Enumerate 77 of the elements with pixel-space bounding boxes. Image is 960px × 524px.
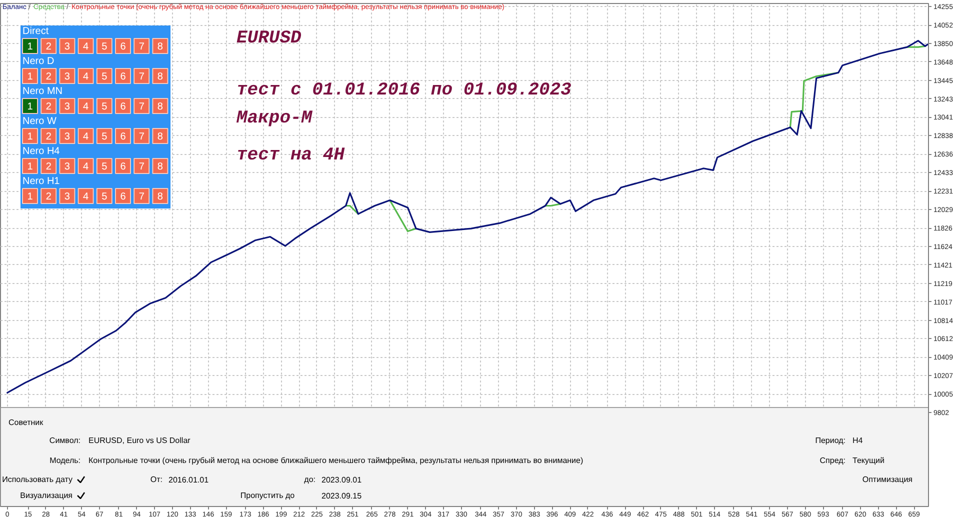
annotation: Символ: bbox=[49, 436, 81, 445]
annotation: 8 bbox=[157, 132, 164, 142]
annotation: до: bbox=[304, 475, 316, 484]
annotation: Макро-М bbox=[236, 108, 314, 128]
annotation: Период: bbox=[815, 436, 846, 445]
annotation: 1 bbox=[27, 42, 34, 52]
annotation: 2016.01.01 bbox=[168, 476, 210, 484]
annotation: 6 bbox=[120, 102, 126, 112]
annotation: 2023.09.01 bbox=[322, 476, 362, 484]
annotation: 6 bbox=[120, 132, 126, 142]
annotation: Direct bbox=[22, 26, 49, 37]
annotation: 5 bbox=[102, 42, 108, 52]
annotation: 7 bbox=[138, 162, 145, 172]
annotation: 7 bbox=[138, 72, 145, 82]
annotation: Модель: bbox=[50, 456, 80, 465]
annotation: 8 bbox=[157, 102, 164, 112]
annotation: 4 bbox=[83, 72, 90, 82]
annotation: 3 bbox=[64, 162, 70, 172]
annotation: 4 bbox=[83, 162, 90, 172]
annotation: Nero H4 bbox=[22, 146, 60, 157]
annotation: 7 bbox=[138, 102, 145, 112]
annotation: Использовать дату bbox=[2, 475, 73, 484]
annotation: Контрольные точки (очень грубый метод на основе ближайшего меньшего таймфрейма, результаты нельзя принимать во внимание) bbox=[88, 456, 584, 465]
annotation: 3 bbox=[64, 102, 70, 112]
annotation: 6 bbox=[120, 42, 126, 52]
annotation: 3 bbox=[64, 72, 70, 82]
annotation: 1 bbox=[27, 162, 34, 172]
annotation: 2 bbox=[46, 72, 52, 82]
annotation: 3 bbox=[64, 42, 70, 52]
annotation: 8 bbox=[157, 72, 164, 82]
annotation: 6 bbox=[120, 192, 126, 202]
annotation: Nero D bbox=[22, 56, 54, 67]
annotation: EURUSD bbox=[236, 28, 302, 48]
annotation: 5 bbox=[102, 102, 108, 112]
annotation: 5 bbox=[102, 192, 108, 202]
annotation: От: bbox=[150, 475, 162, 484]
annotation: 6 bbox=[120, 162, 126, 172]
annotation: 7 bbox=[138, 192, 145, 202]
annotation: Пропустить до bbox=[240, 491, 296, 500]
annotation: Визуализация bbox=[20, 491, 73, 500]
annotation: 8 bbox=[157, 192, 164, 202]
annotation: Текущий bbox=[852, 456, 884, 465]
annotation: 4 bbox=[83, 42, 90, 52]
annotation: 2 bbox=[46, 102, 52, 112]
annotation: 3 bbox=[64, 192, 70, 202]
annotation: 2 bbox=[46, 42, 52, 52]
annotation: 4 bbox=[83, 102, 90, 112]
annotation: 4 bbox=[83, 192, 90, 202]
annotation: 6 bbox=[120, 72, 126, 82]
annotation: 1 bbox=[27, 192, 34, 202]
annotation: 3 bbox=[64, 132, 70, 142]
annotation: 2023.09.15 bbox=[322, 492, 362, 500]
annotation: Спред: bbox=[820, 456, 846, 465]
annotation: 8 bbox=[157, 162, 164, 172]
annotation: Nero MN bbox=[22, 86, 63, 97]
annotation: 1 bbox=[27, 132, 34, 142]
annotation: 2 bbox=[46, 132, 52, 142]
annotation: 5 bbox=[102, 72, 108, 82]
annotation: 5 bbox=[102, 162, 108, 172]
annotation: 1 bbox=[27, 72, 34, 82]
annotation: Советник bbox=[8, 418, 44, 427]
annotation: 2 bbox=[46, 162, 52, 172]
annotation: Nero H1 bbox=[22, 176, 60, 187]
annotation: 2 bbox=[46, 192, 52, 202]
annotation: 5 bbox=[102, 132, 108, 142]
annotation: EURUSD, Euro vs US Dollar bbox=[88, 436, 191, 445]
annotation: тест на 4H bbox=[236, 146, 345, 166]
line-series bbox=[789, 72, 840, 128]
annotation: H4 bbox=[852, 436, 864, 445]
annotation: Nero W bbox=[22, 116, 57, 127]
annotation: 7 bbox=[138, 132, 145, 142]
annotation: 7 bbox=[138, 42, 145, 52]
annotation: 1 bbox=[27, 102, 34, 112]
annotation: 4 bbox=[83, 132, 90, 142]
annotation: тест с 01.01.2016 по 01.09.2023 bbox=[236, 80, 572, 100]
annotation: 8 bbox=[157, 42, 164, 52]
annotation: Оптимизация bbox=[862, 475, 912, 484]
